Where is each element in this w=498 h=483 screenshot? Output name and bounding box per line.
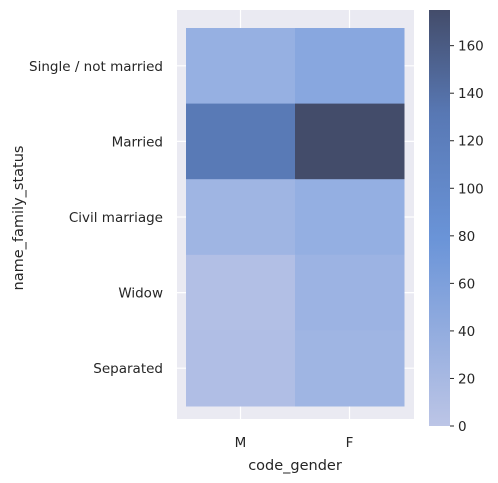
colorbar-tick-label: 20 [458, 371, 475, 387]
y-tick-label: Civil marriage [69, 210, 163, 226]
heatmap-cells [186, 28, 405, 407]
heatmap-cell [186, 254, 296, 331]
x-tick-label: F [346, 435, 354, 451]
colorbar-tick-label: 40 [458, 324, 475, 340]
heatmap-cell [295, 28, 405, 105]
y-tick-label: Widow [118, 286, 163, 302]
colorbar-tick-label: 0 [458, 419, 467, 435]
x-axis-label: code_gender [248, 458, 342, 474]
y-tick-label: Married [112, 134, 163, 150]
heatmap-cell [186, 179, 296, 256]
colorbar-tick-label: 100 [458, 181, 484, 197]
y-tick-label: Separated [93, 361, 163, 377]
heatmap-cell [295, 330, 405, 407]
colorbar-tick-label: 120 [458, 134, 484, 150]
colorbar-tick-label: 140 [458, 86, 484, 102]
heatmap-cell [186, 330, 296, 407]
y-tick-labels: Single / not married Married Civil marriag… [29, 59, 163, 377]
colorbar-ticks: 0 20 40 60 80 100 120 140 160 [450, 39, 484, 435]
y-axis-label: name_family_status [11, 146, 27, 291]
y-tick-label: Single / not married [29, 59, 163, 75]
heatmap-cell [295, 254, 405, 331]
colorbar-tick-label: 60 [458, 276, 475, 292]
heatmap-cell [295, 179, 405, 256]
heatmap-cell [295, 103, 405, 180]
colorbar [429, 10, 450, 426]
heatmap-cell [186, 103, 296, 180]
x-tick-label: M [235, 435, 247, 451]
heatmap-cell [186, 28, 296, 105]
colorbar-tick-label: 160 [458, 39, 484, 55]
colorbar-tick-label: 80 [458, 229, 475, 245]
